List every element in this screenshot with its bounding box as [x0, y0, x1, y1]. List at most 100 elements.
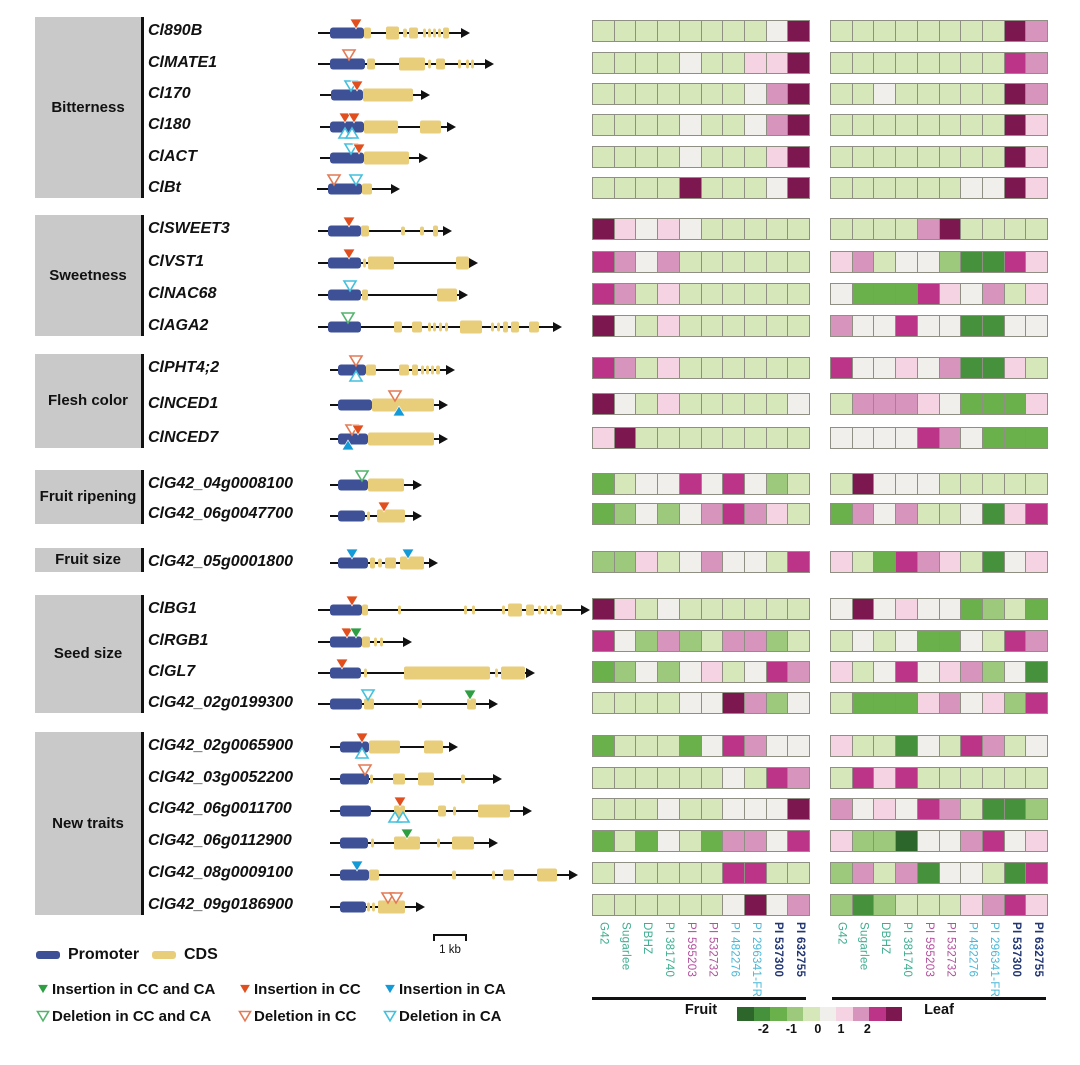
heatmap-cell: [766, 393, 789, 414]
marker-del_cc-icon: [348, 354, 364, 368]
heatmap-cell: [658, 895, 680, 915]
heatmap-row-fruit: [592, 218, 810, 240]
exon-box: [443, 27, 449, 38]
heatmap-cell: [614, 358, 637, 378]
heatmap-cell: [961, 630, 983, 651]
heatmap-row-leaf: [830, 550, 1048, 573]
heatmap-cell: [1026, 21, 1048, 41]
heatmap-cell: [939, 21, 962, 41]
heatmap-cell: [679, 863, 702, 883]
heatmap-cell: [593, 177, 615, 198]
heatmap-cell: [939, 504, 962, 524]
heatmap-cell: [614, 393, 637, 414]
gene-structure: [330, 501, 422, 522]
heatmap-cell: [744, 21, 767, 41]
category-label: Sweetness: [49, 266, 127, 284]
heatmap-cell: [831, 283, 853, 304]
heatmap-cell: [701, 115, 724, 135]
exon-box: [393, 773, 405, 785]
heatmap-cell: [917, 177, 940, 198]
heatmap-cell: [679, 551, 702, 572]
color-scale-bar: [737, 1007, 902, 1021]
heatmap-cell: [658, 427, 680, 448]
heatmap-cell: [636, 473, 659, 494]
heatmap-cell: [831, 52, 853, 73]
heatmap-cell: [788, 283, 810, 304]
heatmap-cell: [593, 767, 615, 788]
heatmap-cell: [831, 146, 853, 167]
legend-item-label: Deletion in CA: [399, 1008, 502, 1025]
heatmap-cell: [917, 767, 940, 788]
heatmap-cell: [788, 598, 810, 619]
exon-box: [438, 28, 441, 37]
heatmap-cell: [961, 83, 983, 104]
heatmap-cell: [788, 504, 810, 524]
heatmap-cell: [744, 799, 767, 819]
heatmap-cell: [939, 895, 962, 915]
heatmap-cell: [701, 146, 724, 167]
exon-box: [428, 322, 431, 332]
arrow-head-icon: [413, 480, 422, 490]
heatmap-row-leaf: [830, 114, 1048, 136]
heatmap-cell: [917, 427, 940, 448]
heatmap-cell: [636, 799, 659, 819]
heatmap-cell: [701, 504, 724, 524]
heatmap-row-leaf: [830, 20, 1048, 42]
arrow-head-icon: [526, 668, 535, 678]
heatmap-cell: [701, 692, 724, 713]
arrow-head-icon: [581, 605, 590, 615]
promoter-bar: [330, 58, 365, 70]
gene-name: ClNAC68: [148, 284, 217, 302]
leaf-panel-underline: [832, 997, 1046, 1000]
gene-structure: [330, 891, 425, 913]
heatmap-cell: [593, 692, 615, 713]
heatmap-cell: [896, 630, 918, 651]
heatmap-cell: [614, 315, 637, 336]
heatmap-cell: [874, 219, 897, 239]
heatmap-cell: [788, 315, 810, 336]
gene-structure: [318, 49, 494, 71]
marker-ins_ca-icon: [350, 860, 364, 872]
heatmap-row-leaf: [830, 250, 1048, 273]
color-scale-swatch: [836, 1007, 853, 1021]
heatmap-cell: [593, 52, 615, 73]
heatmap-cell: [788, 692, 810, 713]
heatmap-row-leaf: [830, 766, 1048, 789]
heatmap-cell: [852, 283, 875, 304]
arrow-head-icon: [419, 153, 428, 163]
heatmap-cell: [982, 358, 1005, 378]
marker-ins_ccca-icon: [36, 984, 50, 995]
exon-box: [399, 364, 409, 375]
color-scale-tick: 2: [863, 1022, 871, 1036]
heatmap-cell: [636, 735, 659, 756]
heatmap-cell: [874, 21, 897, 41]
exon-box: [369, 740, 400, 754]
exon-box: [385, 557, 396, 569]
heatmap-cell: [1004, 393, 1027, 414]
heatmap-cell: [679, 735, 702, 756]
heatmap-cell: [896, 692, 918, 713]
marker-del_cc-icon: [238, 1010, 252, 1023]
heatmap-cell: [679, 115, 702, 135]
heatmap-cell: [1026, 146, 1048, 167]
heatmap-cell: [896, 863, 918, 883]
heatmap-cell: [788, 767, 810, 788]
arrow-head-icon: [413, 510, 422, 521]
category-divider-line: [141, 547, 144, 572]
arrow-head-icon: [443, 225, 452, 236]
heatmap-cell: [874, 283, 897, 304]
heatmap-cell: [961, 177, 983, 198]
marker-del_ca-icon: [342, 280, 358, 293]
heatmap-cell: [852, 661, 875, 682]
heatmap-cell: [723, 799, 745, 819]
heatmap-cell: [1026, 427, 1048, 448]
color-scale-tick: -1: [785, 1022, 797, 1036]
gene-structure: [330, 424, 448, 451]
heatmap-cell: [831, 21, 853, 41]
gene-name: Cl890B: [148, 22, 203, 39]
marker-ins_ca-icon: [345, 548, 359, 560]
heatmap-row-fruit: [592, 392, 810, 415]
heatmap-cell: [766, 735, 789, 756]
heatmap-cell: [852, 863, 875, 883]
exon-box: [369, 869, 379, 880]
